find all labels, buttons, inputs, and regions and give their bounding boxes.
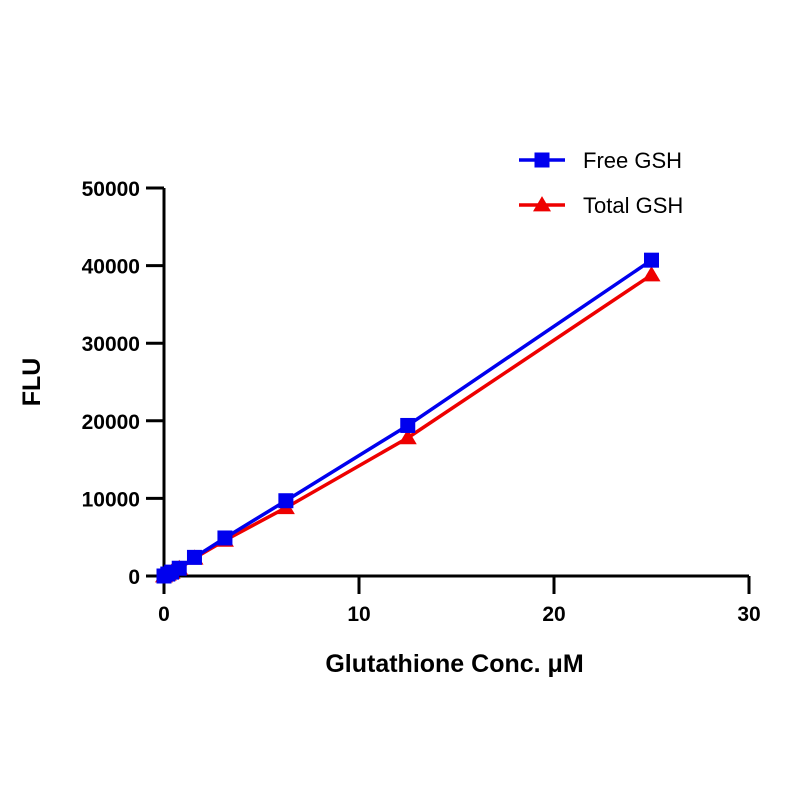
- data-point: [171, 560, 187, 576]
- legend: Free GSH Total GSH: [519, 148, 683, 218]
- x-tick-label: 30: [737, 603, 760, 626]
- x-tick-label: 10: [347, 603, 370, 626]
- y-tick-label: 20000: [82, 411, 140, 434]
- x-axis-title: Glutathione Conc. μM: [325, 650, 583, 678]
- legend-label: Total GSH: [583, 193, 683, 218]
- legend-label: Free GSH: [583, 148, 682, 173]
- legend-item: Free GSH: [519, 148, 682, 173]
- x-tick-label: 20: [542, 603, 565, 626]
- y-tick-label: 10000: [82, 488, 140, 511]
- legend-marker: [533, 196, 551, 212]
- data-point: [186, 549, 202, 565]
- data-point: [217, 530, 233, 546]
- data-point: [278, 493, 294, 509]
- axes: 0 10000 20000 30000 40000 50000 0 10 20 30: [82, 178, 761, 626]
- series-0: [156, 252, 659, 584]
- y-axis-title: FLU: [18, 358, 46, 407]
- series-layer: [155, 252, 661, 584]
- x-tick-label: 0: [158, 603, 170, 626]
- data-point: [398, 429, 417, 445]
- data-point: [642, 266, 661, 282]
- legend-item: Total GSH: [519, 193, 683, 218]
- data-point: [644, 252, 659, 268]
- y-tick-label: 30000: [82, 333, 140, 356]
- y-tick-label: 50000: [82, 178, 140, 201]
- data-point: [400, 417, 416, 433]
- y-tick-label: 40000: [82, 256, 140, 279]
- legend-marker: [534, 152, 550, 168]
- y-tick-label: 0: [128, 566, 140, 589]
